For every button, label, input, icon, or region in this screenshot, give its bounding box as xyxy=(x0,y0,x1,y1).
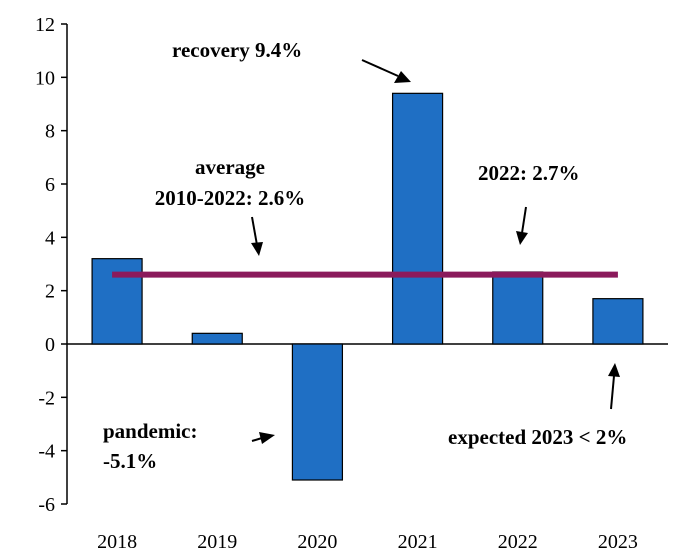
bar-2021 xyxy=(391,92,444,345)
y-tick-label: 8 xyxy=(45,121,55,143)
bar-2019 xyxy=(191,332,243,345)
y-tick-label: -6 xyxy=(38,494,55,516)
y-tick-label: 10 xyxy=(35,67,55,89)
annotation-pandemic-line1: pandemic: xyxy=(103,419,198,443)
arrow-expected xyxy=(608,363,620,410)
bar-2022 xyxy=(492,271,544,345)
y-axis: 12 10 8 6 4 2 0 -2 -4 -6 xyxy=(35,14,68,516)
bar-2018 xyxy=(91,258,143,345)
annotation-expected: expected 2023 < 2% xyxy=(448,425,627,449)
y-tick-label: 0 xyxy=(45,334,55,356)
y-tick-label: -2 xyxy=(38,387,55,409)
y-tick-label: 6 xyxy=(45,174,55,196)
annotation-recovery: recovery 9.4% xyxy=(172,38,302,62)
x-tick-label: 2022 xyxy=(498,531,538,553)
x-tick-label: 2018 xyxy=(97,531,137,553)
annotation-pandemic-line2: -5.1% xyxy=(103,449,157,473)
y-tick-label: 4 xyxy=(45,227,55,249)
annotations: recovery 9.4% average 2010-2022: 2.6% 20… xyxy=(103,38,627,473)
annotation-average-line1: average xyxy=(195,155,265,179)
x-tick-label: 2021 xyxy=(398,531,438,553)
y-tick-label: 2 xyxy=(45,281,55,303)
arrow-average xyxy=(251,216,263,256)
annotation-average-line2: 2010-2022: 2.6% xyxy=(155,186,306,210)
x-tick-label: 2023 xyxy=(598,531,638,553)
bar-2020 xyxy=(291,343,344,481)
y-tick-label: -4 xyxy=(38,441,55,463)
bar-2023 xyxy=(592,298,644,345)
arrow-2022 xyxy=(516,206,528,245)
y-tick-label: 12 xyxy=(35,14,55,36)
x-tick-label: 2019 xyxy=(197,531,237,553)
arrow-recovery xyxy=(361,59,411,83)
annotation-2022: 2022: 2.7% xyxy=(478,161,580,185)
x-tick-label: 2020 xyxy=(297,531,337,553)
arrow-pandemic xyxy=(251,432,275,444)
